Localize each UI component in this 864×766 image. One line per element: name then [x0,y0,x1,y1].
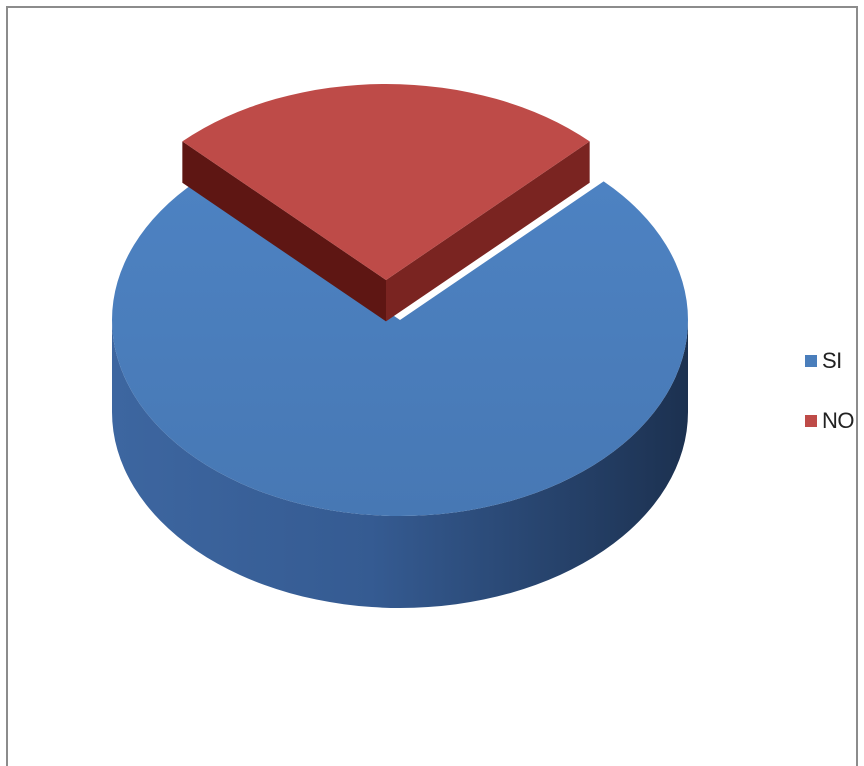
pie-slice-no-side-left [182,141,386,322]
chart-legend: SI NO [805,348,855,468]
legend-label-no: NO [822,408,855,433]
legend-swatch-no [805,415,817,427]
legend-label-si: SI [822,348,842,373]
pie-slice-no [182,84,590,280]
pie-slice-si [111,181,688,516]
pie-chart [111,84,688,608]
pie-slice-no-side-right [386,141,590,322]
legend-swatch-si [805,355,817,367]
pie-slice-si-side [112,320,688,608]
legend-item-no: NO [805,408,855,434]
legend-item-si: SI [805,348,854,374]
chart-frame: SI NO [6,6,858,766]
